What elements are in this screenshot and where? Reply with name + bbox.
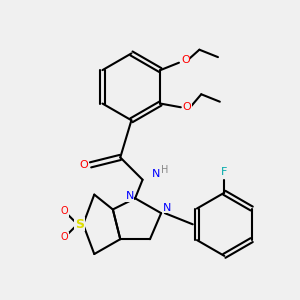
Text: F: F <box>221 167 227 177</box>
Text: O: O <box>183 102 191 112</box>
Text: N: N <box>152 169 160 179</box>
Text: N: N <box>125 191 134 201</box>
Text: H: H <box>161 165 169 176</box>
Text: O: O <box>61 206 68 216</box>
Text: O: O <box>80 160 88 170</box>
Text: S: S <box>75 218 84 231</box>
Text: O: O <box>61 232 68 242</box>
Text: O: O <box>181 55 190 65</box>
Text: N: N <box>163 202 171 213</box>
